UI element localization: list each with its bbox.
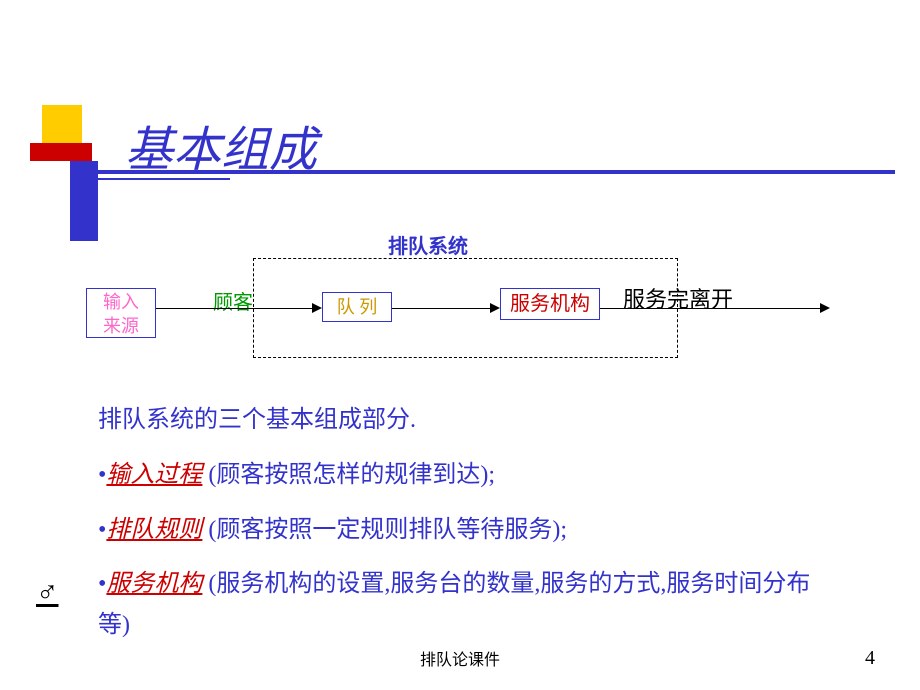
bullet-3: •服务机构 (服务机构的设置,服务台的数量,服务的方式,服务时间分布等) bbox=[98, 564, 838, 646]
title-underline-long bbox=[95, 170, 895, 174]
title-area: 基本组成 bbox=[0, 0, 920, 220]
bullet-2-term: 排队规则 bbox=[106, 517, 202, 543]
diagram-customer-label: 顾客 bbox=[213, 286, 253, 315]
diagram-exit-label: 服务完离开 bbox=[623, 282, 733, 314]
arrow-3-head bbox=[820, 303, 830, 313]
bullet-3-desc: (服务机构的设置,服务台的数量,服务的方式,服务时间分布等) bbox=[98, 571, 810, 638]
male-symbol-icon: ♂ bbox=[36, 576, 59, 610]
content-intro: 排队系统的三个基本组成部分. bbox=[98, 400, 838, 441]
bullet-1: •输入过程 (顾客按照怎样的规律到达); bbox=[98, 455, 838, 496]
title-underline-short bbox=[95, 178, 230, 180]
diagram-input-box: 输入 来源 bbox=[86, 288, 156, 338]
deco-rect-red bbox=[30, 143, 92, 161]
bullet-1-desc: (顾客按照怎样的规律到达); bbox=[202, 462, 495, 488]
queue-diagram: 排队系统 输入 来源 顾客 队 列 服务机构 服务完离开 bbox=[78, 230, 858, 370]
diagram-service-box: 服务机构 bbox=[500, 288, 600, 320]
arrow-1-line bbox=[156, 308, 312, 309]
bullet-2-desc: (顾客按照一定规则排队等待服务); bbox=[202, 517, 567, 543]
content-body: 排队系统的三个基本组成部分. •输入过程 (顾客按照怎样的规律到达); •排队规… bbox=[98, 400, 838, 660]
arrow-3-line bbox=[600, 308, 820, 309]
footer-text: 排队论课件 bbox=[0, 646, 920, 670]
bullet-3-term: 服务机构 bbox=[106, 571, 202, 597]
bullet-2: •排队规则 (顾客按照一定规则排队等待服务); bbox=[98, 510, 838, 551]
deco-square-yellow bbox=[42, 105, 82, 145]
bullet-1-term: 输入过程 bbox=[106, 462, 202, 488]
arrow-2-head bbox=[490, 303, 500, 313]
diagram-queue-box: 队 列 bbox=[322, 292, 392, 322]
page-number: 4 bbox=[865, 647, 875, 670]
diagram-system-label: 排队系统 bbox=[388, 230, 468, 259]
arrow-2-line bbox=[392, 308, 490, 309]
arrow-1-head bbox=[312, 303, 322, 313]
deco-rect-blue bbox=[70, 161, 98, 241]
